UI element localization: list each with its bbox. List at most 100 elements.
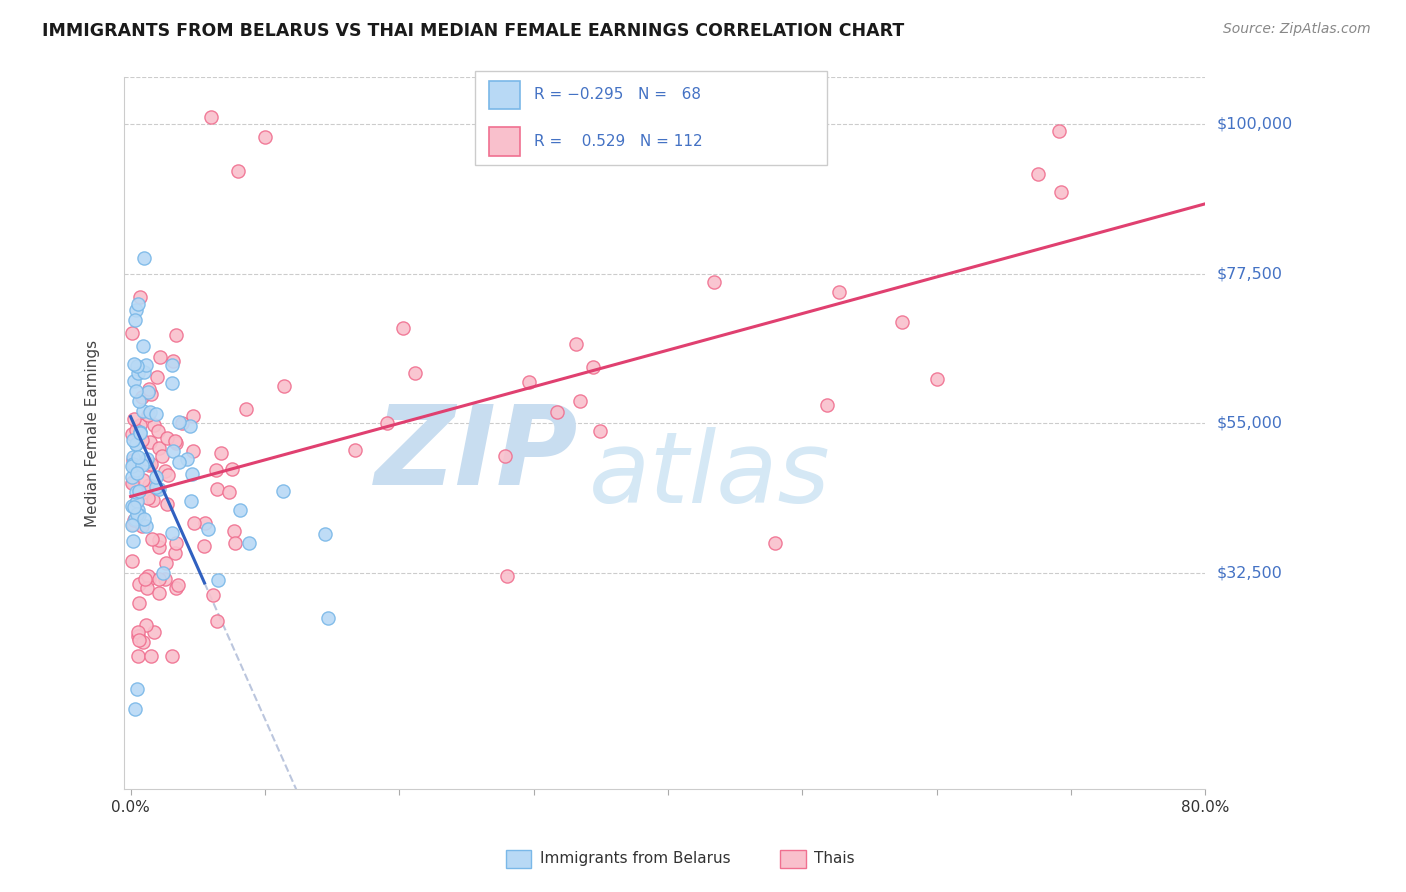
Point	[122, 357, 145, 371]
Point	[127, 450, 149, 464]
Point	[828, 285, 851, 299]
Point	[228, 503, 250, 517]
Point	[142, 492, 165, 507]
Point	[121, 427, 143, 442]
Point	[131, 519, 153, 533]
Point	[139, 405, 162, 419]
Point	[153, 464, 176, 478]
Point	[138, 382, 160, 396]
Point	[142, 625, 165, 640]
Text: Immigrants from Belarus: Immigrants from Belarus	[540, 852, 731, 866]
Point	[132, 635, 155, 649]
Point	[136, 385, 159, 400]
Point	[1047, 124, 1070, 138]
Point	[815, 398, 838, 412]
Point	[124, 485, 146, 500]
Point	[125, 436, 148, 450]
Text: Source: ZipAtlas.com: Source: ZipAtlas.com	[1223, 22, 1371, 37]
Point	[238, 536, 260, 550]
Point	[180, 467, 202, 481]
Point	[128, 425, 150, 440]
Point	[165, 535, 187, 549]
Point	[127, 629, 149, 643]
Point	[519, 375, 541, 389]
Point	[127, 297, 149, 311]
Point	[163, 434, 186, 448]
Point	[153, 572, 176, 586]
Point	[131, 433, 153, 447]
Point	[204, 462, 226, 476]
Point	[205, 614, 228, 628]
Point	[145, 480, 167, 494]
Text: $55,000: $55,000	[1216, 416, 1282, 431]
Point	[145, 408, 167, 422]
Point	[136, 569, 159, 583]
Point	[129, 425, 152, 439]
Point	[124, 313, 146, 327]
Point	[197, 522, 219, 536]
Point	[176, 452, 198, 467]
Point	[172, 417, 194, 431]
Text: ZIP: ZIP	[374, 401, 578, 508]
Point	[165, 581, 187, 595]
Point	[314, 526, 336, 541]
Point	[121, 518, 143, 533]
Text: $100,000: $100,000	[1216, 117, 1292, 131]
Point	[138, 458, 160, 472]
Point	[122, 450, 145, 464]
Point	[162, 354, 184, 368]
Text: IMMIGRANTS FROM BELARUS VS THAI MEDIAN FEMALE EARNINGS CORRELATION CHART: IMMIGRANTS FROM BELARUS VS THAI MEDIAN F…	[42, 22, 904, 40]
Point	[200, 111, 222, 125]
Point	[136, 491, 159, 505]
Point	[253, 130, 276, 145]
Point	[343, 443, 366, 458]
Point	[224, 535, 246, 549]
Point	[1049, 186, 1071, 200]
Point	[138, 572, 160, 586]
Point	[162, 443, 184, 458]
Point	[124, 702, 146, 716]
Point	[146, 481, 169, 495]
Point	[273, 378, 295, 392]
Point	[145, 470, 167, 484]
Point	[139, 386, 162, 401]
Point	[152, 566, 174, 581]
Point	[201, 588, 224, 602]
Point	[121, 453, 143, 467]
Point	[129, 418, 152, 433]
Point	[141, 532, 163, 546]
Point	[156, 431, 179, 445]
Text: atlas: atlas	[589, 427, 831, 524]
Point	[160, 359, 183, 373]
Text: Thais: Thais	[814, 852, 855, 866]
Point	[316, 611, 339, 625]
Point	[121, 469, 143, 483]
Point	[127, 649, 149, 664]
Point	[166, 578, 188, 592]
Point	[127, 508, 149, 522]
Point	[155, 556, 177, 570]
Point	[763, 535, 786, 549]
Point	[128, 508, 150, 523]
Point	[125, 384, 148, 398]
Y-axis label: Median Female Earnings: Median Female Earnings	[86, 340, 100, 527]
Point	[134, 455, 156, 469]
Point	[165, 436, 187, 450]
Point	[132, 474, 155, 488]
Point	[124, 460, 146, 475]
Point	[121, 326, 143, 341]
Point	[160, 526, 183, 541]
Point	[148, 442, 170, 456]
Point	[235, 402, 257, 417]
Point	[124, 437, 146, 451]
Point	[150, 449, 173, 463]
Point	[134, 251, 156, 265]
Point	[121, 516, 143, 531]
Text: $77,500: $77,500	[1216, 266, 1282, 281]
Point	[194, 516, 217, 530]
Point	[134, 572, 156, 586]
Point	[180, 493, 202, 508]
Point	[128, 577, 150, 591]
Point	[209, 445, 232, 459]
Point	[148, 540, 170, 554]
